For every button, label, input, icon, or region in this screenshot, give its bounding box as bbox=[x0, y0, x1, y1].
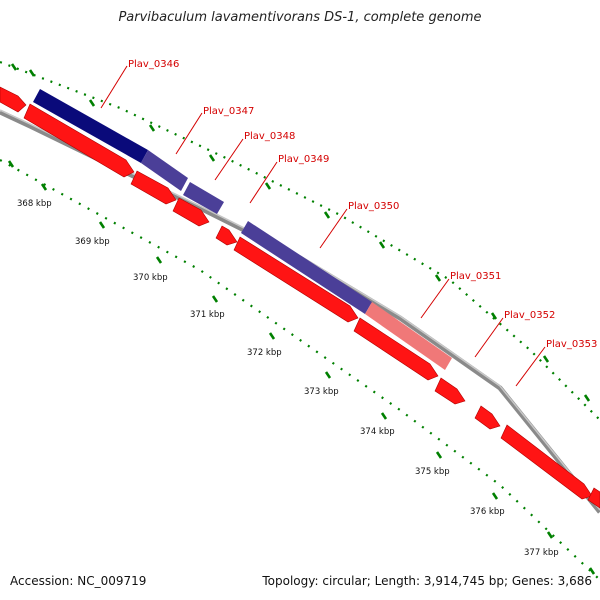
outer-major-ticks bbox=[10, 63, 591, 402]
map-title: Parvibaculum lavamentivorans DS-1, compl… bbox=[118, 10, 482, 25]
gene-label-plav-0349[interactable]: Plav_0349 bbox=[278, 154, 329, 165]
highlight-band-plav-0346[interactable] bbox=[33, 89, 148, 163]
accession-text: Accession: NC_009719 bbox=[10, 574, 147, 588]
gene-label-plav-0348[interactable]: Plav_0348 bbox=[244, 131, 295, 142]
kbp-label-374: 374 kbp bbox=[360, 427, 395, 437]
cds-arrow-left[interactable] bbox=[0, 86, 27, 113]
highlight-band-plav-0348[interactable] bbox=[183, 182, 224, 214]
gene-label-plav-0351[interactable]: Plav_0351 bbox=[450, 271, 501, 282]
kbp-label-368: 368 kbp bbox=[17, 199, 52, 209]
cds-arrow-plav-0347[interactable] bbox=[130, 170, 177, 205]
topology-text: Topology: circular; Length: 3,914,745 bp… bbox=[262, 574, 592, 588]
cds-arrow-plav-0350[interactable] bbox=[233, 236, 359, 323]
kbp-label-372: 372 kbp bbox=[247, 348, 282, 358]
cds-arrow-plav-0353-b[interactable] bbox=[500, 424, 593, 500]
inner-major-ticks bbox=[7, 160, 596, 575]
kbp-label-375: 375 kbp bbox=[415, 467, 450, 477]
gene-label-plav-0352[interactable]: Plav_0352 bbox=[504, 310, 555, 321]
cds-arrow-plav-0353-a[interactable] bbox=[474, 405, 501, 430]
cds-arrow-plav-0351[interactable] bbox=[353, 317, 439, 381]
kbp-label-369: 369 kbp bbox=[75, 237, 110, 247]
highlight-band-plav-0350[interactable] bbox=[241, 221, 372, 314]
kbp-label-377: 377 kbp bbox=[524, 548, 559, 558]
cds-arrow-plav-0352[interactable] bbox=[434, 377, 466, 405]
kbp-label-376: 376 kbp bbox=[470, 507, 505, 517]
cds-arrow-right[interactable] bbox=[587, 487, 600, 509]
label-leader-lines bbox=[100, 65, 546, 387]
highlight-band-plav-0347[interactable] bbox=[141, 150, 188, 191]
cds-arrow-plav-0348[interactable] bbox=[172, 197, 210, 227]
gene-label-plav-0353[interactable]: Plav_0353 bbox=[546, 339, 597, 350]
cds-arrow-plav-0349[interactable] bbox=[215, 225, 238, 246]
kbp-label-370: 370 kbp bbox=[133, 273, 168, 283]
kbp-label-371: 371 kbp bbox=[190, 310, 225, 320]
inner-tick-row bbox=[0, 159, 600, 581]
cds-arrow-plav-0346[interactable] bbox=[23, 103, 135, 178]
highlight-band-plav-0351[interactable] bbox=[365, 302, 452, 370]
gene-label-plav-0346[interactable]: Plav_0346 bbox=[128, 59, 179, 70]
gene-label-plav-0350[interactable]: Plav_0350 bbox=[348, 201, 399, 212]
kbp-label-373: 373 kbp bbox=[304, 387, 339, 397]
gene-label-plav-0347[interactable]: Plav_0347 bbox=[203, 106, 254, 117]
